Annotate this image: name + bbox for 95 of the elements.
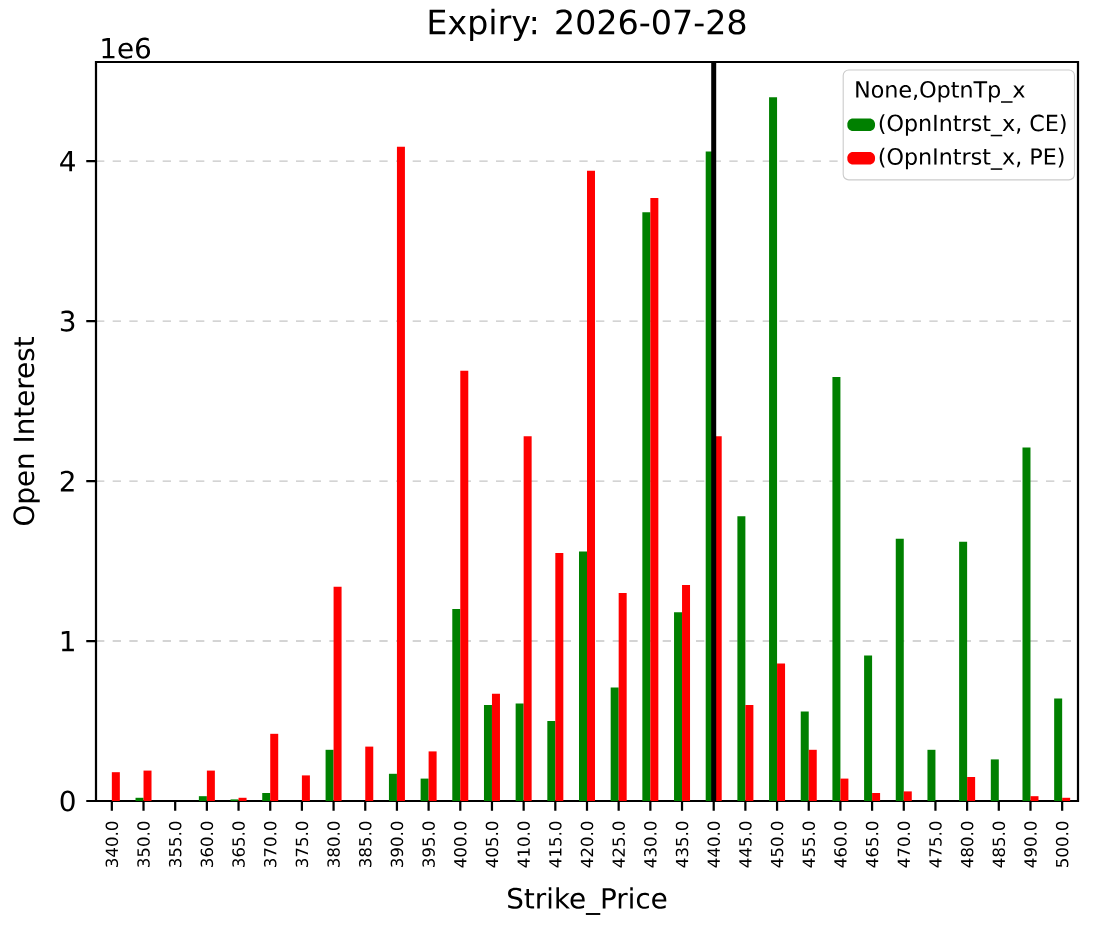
bar [682,585,691,801]
bar [452,609,461,801]
bar [927,749,936,801]
legend-label: (OpnIntrst_x, PE) [879,147,1064,170]
bar [1022,447,1031,801]
bar [832,377,841,801]
bar [642,212,651,801]
bar [238,797,247,801]
x-tick-label: 400.0 [453,821,467,868]
bar [365,746,374,801]
x-tick-label: 475.0 [929,821,942,868]
bar [903,791,912,801]
bar [547,721,556,801]
x-tick-label: 415.0 [549,821,562,868]
bar [1062,797,1071,801]
x-tick-label: 490.0 [1024,821,1037,868]
x-tick-label: 385.0 [358,821,372,867]
x-tick-label: 340.0 [105,821,119,867]
x-tick-label: 380.0 [327,821,340,867]
x-tick-label: 360.0 [200,821,214,867]
y-tick-label: 2 [60,470,74,492]
x-tick-label: 470.0 [897,821,911,868]
bar [428,751,437,801]
bar [555,553,564,801]
x-tick-label: 350.0 [137,821,150,867]
bar [301,775,310,801]
bar [333,586,342,801]
x-tick-label: 375.0 [295,821,309,867]
x-tick-label: 465.0 [865,821,879,868]
bar [1030,796,1039,801]
x-tick-label: 440.0 [707,821,720,868]
bar [618,593,627,801]
bar [840,778,849,801]
bar [262,792,271,801]
bar [143,770,152,801]
bar [515,703,524,801]
x-tick-label: 430.0 [644,821,657,868]
bar [579,551,587,801]
legend-title: None,OptnTp_x [856,81,1025,103]
bar [959,541,968,801]
y-tick-label: 4 [60,151,75,172]
y-axis-title: Open Interest [13,337,40,525]
x-tick-label: 420.0 [580,821,594,868]
bar [864,655,873,801]
x-tick-label: 405.0 [485,821,499,868]
x-tick-label: 365.0 [232,821,245,867]
x-tick-label: 445.0 [739,821,752,868]
bar [737,516,746,801]
bar [650,197,659,801]
bar [967,776,976,801]
bar [610,687,619,801]
x-tick-label: 435.0 [675,821,689,868]
bar [990,759,999,801]
bar [523,436,532,801]
y-tick-label: 0 [60,790,75,812]
x-tick-label: 370.0 [263,821,277,867]
x-tick-label: 450.0 [770,821,784,868]
x-tick-label: 460.0 [834,821,847,868]
x-tick-label: 355.0 [168,821,182,867]
x-tick-label: 455.0 [802,821,816,868]
x-tick-label: 500.0 [1055,821,1069,867]
bar [895,538,904,801]
bar [769,97,778,801]
bar [111,772,120,801]
x-tick-label: 480.0 [960,821,974,868]
bar [460,370,469,801]
x-axis-title: Strike_Price [508,887,667,915]
bar [674,612,683,801]
bar [1054,698,1063,801]
bar [198,796,207,801]
bar [135,797,144,801]
legend-label: (OpnIntrst_x, CE) [879,114,1066,137]
x-tick-label: 390.0 [390,821,404,867]
bar [325,749,334,801]
bar [270,733,279,801]
bar [800,711,809,801]
bar [745,705,754,801]
chart-title: Expiry: 2026-07-28 [429,8,746,42]
bar [388,773,397,801]
bar [777,663,786,801]
bar [206,770,215,801]
bar [808,749,817,801]
x-tick-label: 395.0 [422,821,435,867]
bar [420,778,429,801]
y-tick-label: 1 [61,630,74,652]
bar [491,693,500,801]
text: 1e6 [102,37,151,59]
x-tick-label: 485.0 [992,821,1006,868]
bar [872,792,881,801]
x-tick-label: 410.0 [517,821,530,868]
y-tick-label: 3 [60,310,75,332]
x-tick-label: 425.0 [612,821,625,868]
bar [483,705,492,801]
bar [587,170,595,801]
bar [396,146,405,801]
